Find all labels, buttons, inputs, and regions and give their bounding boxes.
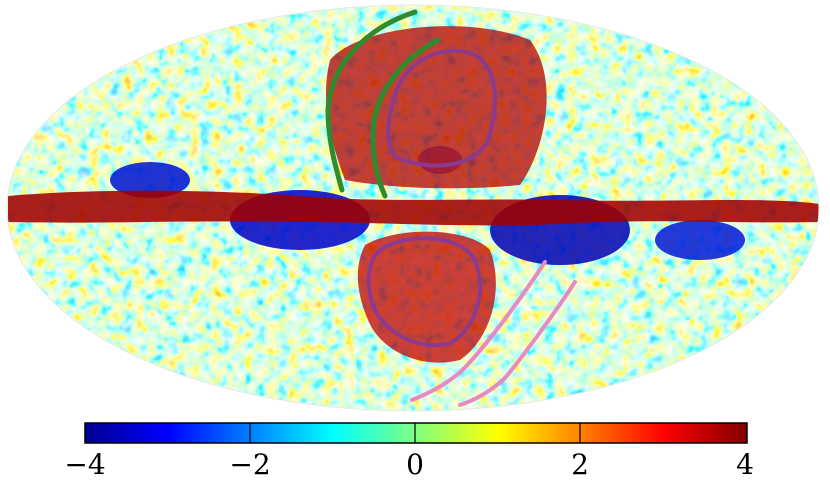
north-outer-arc — [325, 9, 418, 193]
colorbar — [84, 422, 748, 444]
south-arc — [410, 260, 577, 407]
hot-lobes — [325, 26, 547, 363]
colorbar-tick-label: 0 — [406, 448, 424, 481]
overlay-curves — [325, 9, 577, 407]
colorbar-tick-label: −4 — [64, 448, 106, 481]
mollweide-map — [7, 5, 819, 411]
north-bubble-contour — [386, 48, 497, 168]
map-outline — [6, 4, 820, 412]
south-bubble-contour — [366, 236, 483, 348]
colorbar-fill — [84, 422, 748, 444]
north-inner-arc — [370, 37, 441, 199]
galactic-plane-band — [8, 190, 819, 226]
colorbar-tick-label: 4 — [736, 448, 754, 481]
colorbar-tick-label: 2 — [571, 448, 589, 481]
colorbar-tick-label: −2 — [229, 448, 271, 481]
